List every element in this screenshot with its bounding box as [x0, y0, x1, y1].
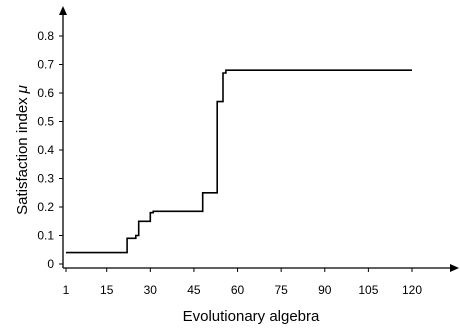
series-layer	[66, 69, 412, 254]
y-tick-label: 0.4	[37, 143, 54, 157]
x-tick-label: 105	[358, 283, 378, 297]
x-tick-label: 120	[402, 283, 422, 297]
y-tick-label: 0.8	[37, 29, 54, 43]
x-tick-label: 30	[144, 283, 158, 297]
x-axis-label: Evolutionary algebra	[183, 308, 320, 325]
y-tick-label: 0.7	[37, 58, 54, 72]
x-axis-arrow	[450, 264, 459, 272]
y-tick-label: 0.1	[37, 229, 54, 243]
plot-area: 00.10.20.30.40.50.60.70.8 1 15 30 45 60 75 90 1…	[37, 6, 459, 297]
y-axis-arrow	[59, 6, 67, 15]
x-tick-label: 60	[231, 283, 245, 297]
y-tick-label: 0.5	[37, 115, 54, 129]
x-tick-label: 90	[318, 283, 332, 297]
y-ticks: 0 0.1 0.2 0.3 0.4 0.5 0.6 0.7 0.8	[37, 29, 63, 271]
y-axis-label: Satisfaction index μ	[14, 85, 31, 215]
y-tick-label: 0.6	[37, 86, 54, 100]
y-tick-label: 0	[47, 257, 54, 271]
y-tick-label: 0.3	[37, 172, 54, 186]
y-tick-label: 0.2	[37, 200, 54, 214]
series-line	[66, 69, 412, 254]
x-tick-label: 1	[63, 283, 70, 297]
x-tick-label: 45	[187, 283, 201, 297]
y-axis-label-symbol: μ	[14, 85, 31, 94]
x-ticks: 1 15 30 45 60 75 90 105 120	[63, 268, 422, 297]
y-axis-label-text: Satisfaction index	[14, 97, 31, 215]
x-tick-label: 15	[100, 283, 114, 297]
x-tick-label: 75	[274, 283, 288, 297]
